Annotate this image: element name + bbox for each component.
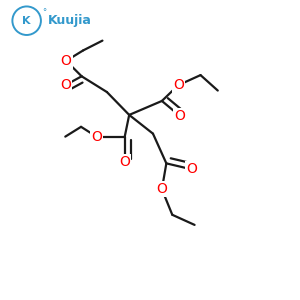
- Text: O: O: [174, 109, 185, 123]
- Text: O: O: [186, 162, 197, 176]
- Text: O: O: [60, 78, 71, 92]
- Text: O: O: [157, 182, 167, 196]
- Text: O: O: [119, 155, 130, 170]
- Text: O: O: [61, 54, 72, 68]
- Text: Kuujia: Kuujia: [47, 14, 91, 27]
- Text: °: °: [42, 8, 46, 17]
- Text: O: O: [173, 78, 184, 92]
- Text: O: O: [91, 130, 102, 144]
- Text: K: K: [22, 16, 31, 26]
